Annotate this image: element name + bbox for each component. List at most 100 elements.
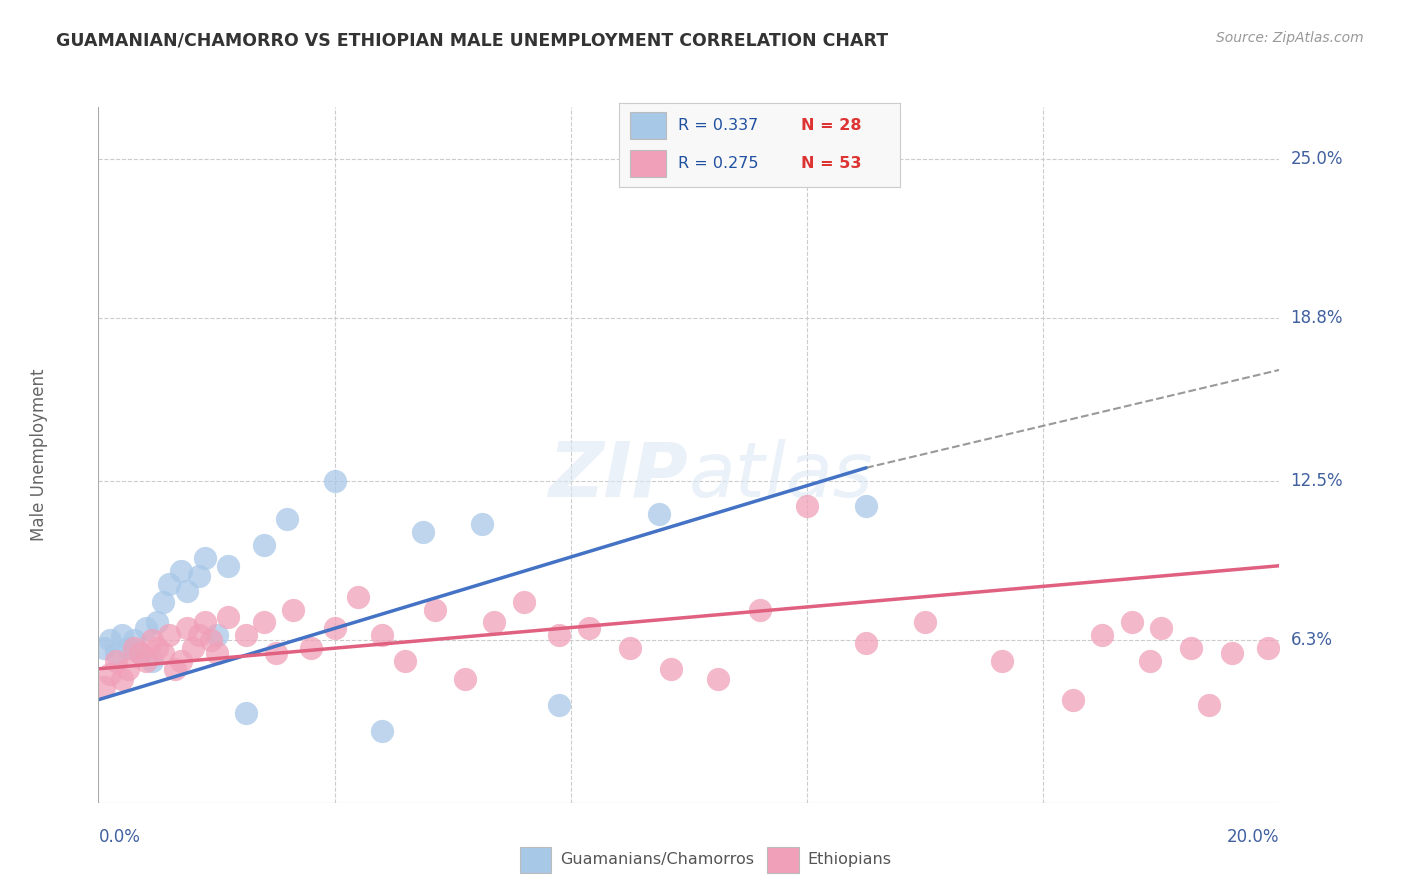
Point — [253, 615, 276, 630]
Text: R = 0.275: R = 0.275 — [678, 156, 758, 171]
Point — [93, 680, 115, 694]
Point — [648, 507, 671, 521]
Point — [1257, 641, 1279, 656]
Point — [412, 525, 434, 540]
Point — [423, 602, 446, 616]
Point — [482, 615, 505, 630]
Bar — [520, 847, 551, 873]
Point — [117, 662, 139, 676]
Point — [141, 633, 163, 648]
Point — [707, 672, 730, 686]
Text: ZIP: ZIP — [550, 439, 689, 513]
Point — [217, 610, 239, 624]
Point — [170, 654, 193, 668]
Point — [111, 672, 134, 686]
Point — [512, 595, 534, 609]
Point — [176, 621, 198, 635]
Point — [152, 595, 174, 609]
Point — [471, 517, 494, 532]
Point — [283, 602, 305, 616]
Text: 6.3%: 6.3% — [1291, 632, 1333, 649]
Point — [659, 662, 682, 676]
Point — [93, 641, 115, 656]
Point — [146, 615, 169, 630]
Point — [548, 628, 571, 642]
Point — [128, 646, 150, 660]
Point — [98, 633, 121, 648]
Text: GUAMANIAN/CHAMORRO VS ETHIOPIAN MALE UNEMPLOYMENT CORRELATION CHART: GUAMANIAN/CHAMORRO VS ETHIOPIAN MALE UNE… — [56, 31, 889, 49]
Point — [1150, 621, 1173, 635]
FancyBboxPatch shape — [630, 112, 666, 139]
Point — [135, 621, 157, 635]
Point — [253, 538, 276, 552]
Text: Guamanians/Chamorros: Guamanians/Chamorros — [560, 853, 754, 867]
FancyBboxPatch shape — [630, 150, 666, 178]
Point — [347, 590, 370, 604]
Point — [855, 500, 877, 514]
Point — [578, 621, 600, 635]
Point — [165, 662, 187, 676]
Text: 18.8%: 18.8% — [1291, 310, 1343, 327]
Point — [235, 628, 257, 642]
Point — [991, 654, 1014, 668]
Point — [157, 628, 180, 642]
Point — [194, 551, 217, 566]
Point — [1062, 692, 1084, 706]
Point — [105, 646, 128, 660]
Point — [205, 646, 228, 660]
Point — [1198, 698, 1220, 712]
Text: 0.0%: 0.0% — [98, 828, 141, 846]
Point — [914, 615, 936, 630]
Point — [1121, 615, 1143, 630]
Point — [205, 628, 228, 642]
Point — [323, 621, 346, 635]
Point — [152, 646, 174, 660]
Point — [371, 723, 394, 738]
Point — [181, 641, 204, 656]
Point — [200, 633, 222, 648]
Point — [135, 654, 157, 668]
Point — [1180, 641, 1202, 656]
Point — [1139, 654, 1161, 668]
Point — [146, 641, 169, 656]
Point — [855, 636, 877, 650]
Point — [157, 576, 180, 591]
Point — [235, 706, 257, 720]
Point — [299, 641, 322, 656]
Text: N = 28: N = 28 — [801, 118, 862, 133]
Text: 12.5%: 12.5% — [1291, 472, 1343, 490]
Point — [187, 569, 209, 583]
Point — [796, 500, 818, 514]
Point — [128, 646, 150, 660]
Text: Source: ZipAtlas.com: Source: ZipAtlas.com — [1216, 31, 1364, 45]
Point — [111, 628, 134, 642]
Point — [619, 641, 641, 656]
Point — [371, 628, 394, 642]
Point — [1220, 646, 1243, 660]
Point — [194, 615, 217, 630]
Point — [170, 564, 193, 578]
Point — [748, 602, 770, 616]
Text: Male Unemployment: Male Unemployment — [31, 368, 48, 541]
Text: 25.0%: 25.0% — [1291, 150, 1343, 168]
Text: 20.0%: 20.0% — [1227, 828, 1279, 846]
Point — [264, 646, 287, 660]
Point — [548, 698, 571, 712]
Point — [453, 672, 475, 686]
Text: atlas: atlas — [689, 439, 873, 513]
Point — [122, 641, 145, 656]
Point — [141, 654, 163, 668]
Point — [98, 667, 121, 681]
Point — [117, 641, 139, 656]
Bar — [768, 847, 799, 873]
Text: R = 0.337: R = 0.337 — [678, 118, 758, 133]
Point — [323, 474, 346, 488]
Point — [176, 584, 198, 599]
Point — [276, 512, 298, 526]
Point — [105, 654, 128, 668]
Point — [217, 558, 239, 573]
Point — [394, 654, 416, 668]
Point — [122, 633, 145, 648]
Point — [1091, 628, 1114, 642]
Text: N = 53: N = 53 — [801, 156, 862, 171]
